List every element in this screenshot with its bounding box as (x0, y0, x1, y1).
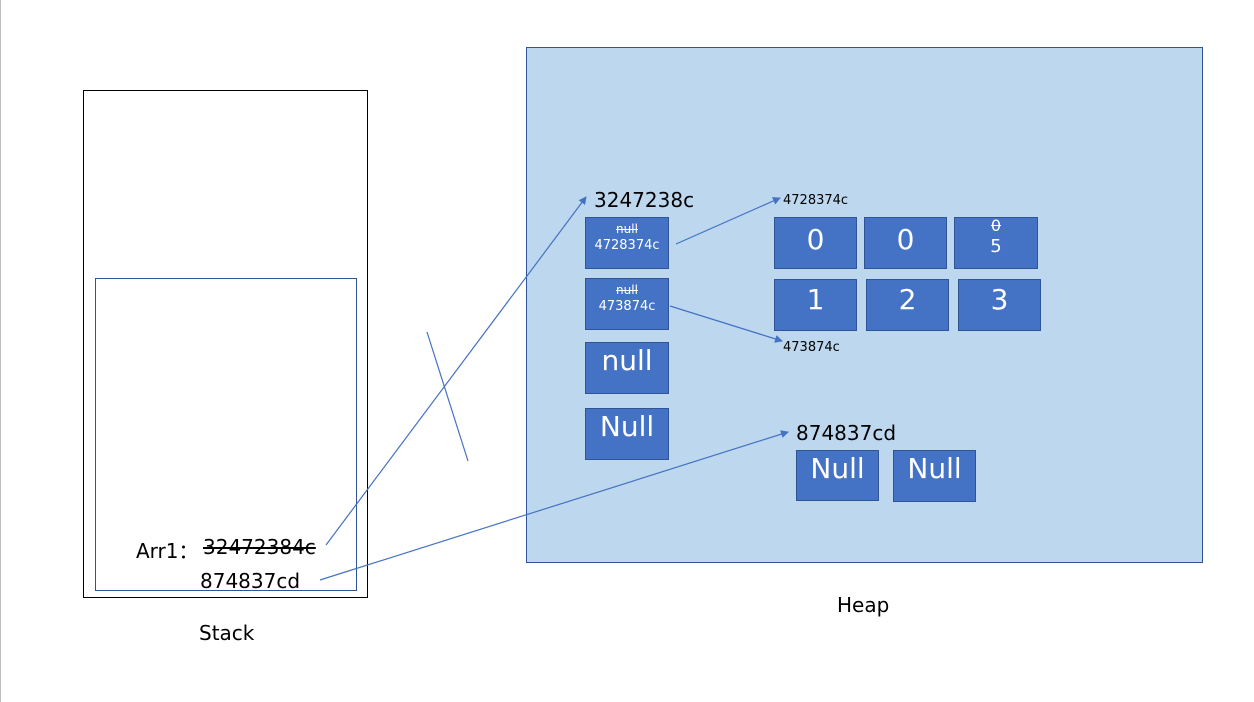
arr1-label: Arr1： (136, 539, 199, 563)
stack-label: Stack (199, 621, 255, 645)
new-array-address: 874837cd (796, 421, 897, 445)
outer-cell-3: Null (585, 408, 669, 460)
cross-out-stroke (426, 331, 469, 462)
arr1-new-address: 874837cd (200, 569, 301, 593)
array-a-cell-2: 0 5 (954, 217, 1038, 269)
outer-cell-0-old: null (616, 222, 638, 236)
outer-cell-0-value: 4728374c (594, 238, 660, 254)
left-edge-line (0, 0, 1, 702)
arrow-cell0-to-array-a (675, 197, 781, 245)
array-a-cell-2-old: 0 (990, 216, 1002, 235)
array-b-cell-2: 3 (958, 279, 1041, 331)
outer-array-address: 3247238c (594, 188, 695, 212)
heap-label: Heap (837, 593, 890, 617)
new-array-cell-0: Null (796, 450, 879, 501)
outer-cell-1: null 473874c (585, 278, 669, 330)
stack-frame (95, 278, 357, 591)
array-b-cell-0: 1 (774, 279, 857, 331)
arrow-cell1-to-array-b (669, 305, 783, 343)
arr1-old-address: 32472384c (203, 535, 316, 559)
stack-box (83, 90, 368, 598)
array-a-cell-1: 0 (864, 217, 947, 269)
outer-cell-1-value: 473874c (598, 299, 656, 315)
array-a-cell-2-value: 5 (990, 236, 1002, 257)
array-a-cell-0: 0 (774, 217, 857, 269)
arrow-arr1-to-outer (325, 196, 587, 546)
arrow-arr1-to-new-array (319, 430, 789, 581)
outer-cell-1-old: null (616, 283, 638, 297)
outer-cell-0: null 4728374c (585, 217, 669, 269)
new-array-cell-1: Null (893, 450, 976, 502)
outer-cell-2: null (585, 342, 669, 394)
array-b-address: 473874c (783, 340, 840, 355)
array-b-cell-1: 2 (866, 279, 949, 331)
array-a-address: 4728374c (783, 193, 849, 208)
